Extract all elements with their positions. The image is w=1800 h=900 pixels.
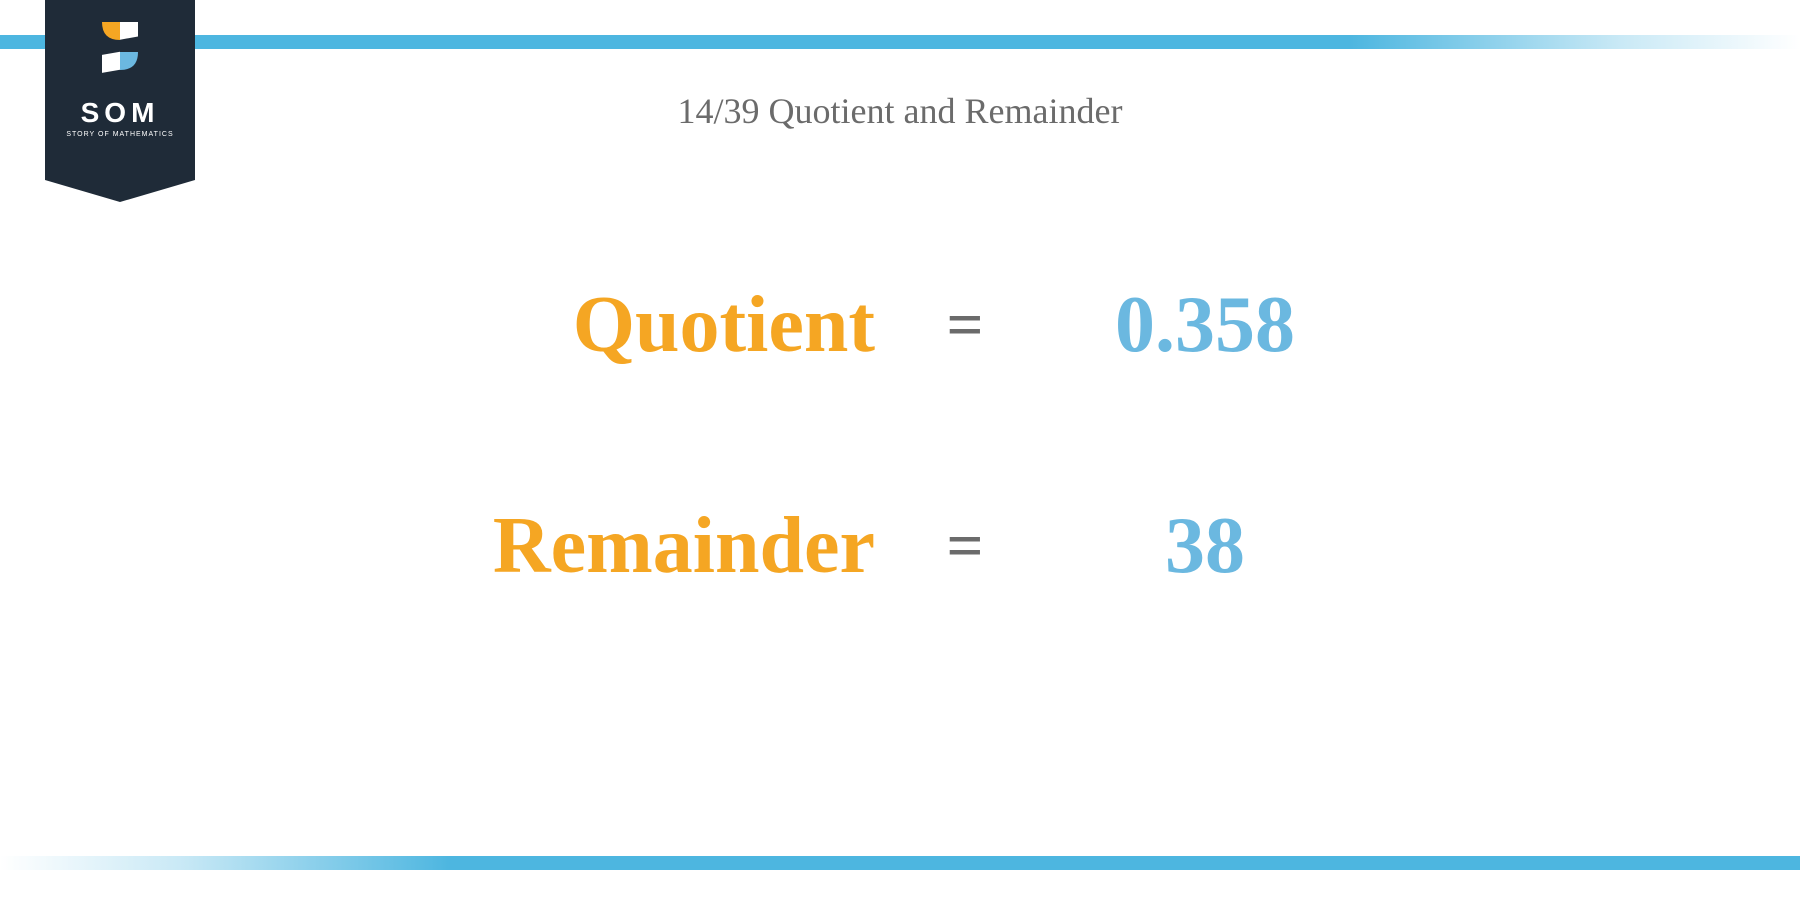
logo-badge: SOM STORY OF MATHEMATICS [45,0,195,180]
remainder-row: Remainder = 38 [400,501,1400,592]
remainder-equals: = [935,509,995,584]
quotient-row: Quotient = 0.358 [400,280,1400,371]
top-accent-bar [0,35,1800,49]
quotient-label: Quotient [445,280,875,371]
remainder-label: Remainder [445,501,875,592]
logo-icon [90,22,150,82]
quotient-value: 0.358 [1055,280,1355,371]
logo-text: SOM [81,97,160,129]
page-title: 14/39 Quotient and Remainder [678,90,1123,132]
quotient-equals: = [935,288,995,363]
remainder-value: 38 [1055,501,1355,592]
content-area: Quotient = 0.358 Remainder = 38 [400,280,1400,722]
bottom-accent-bar [0,856,1800,870]
logo-subtext: STORY OF MATHEMATICS [66,131,173,138]
